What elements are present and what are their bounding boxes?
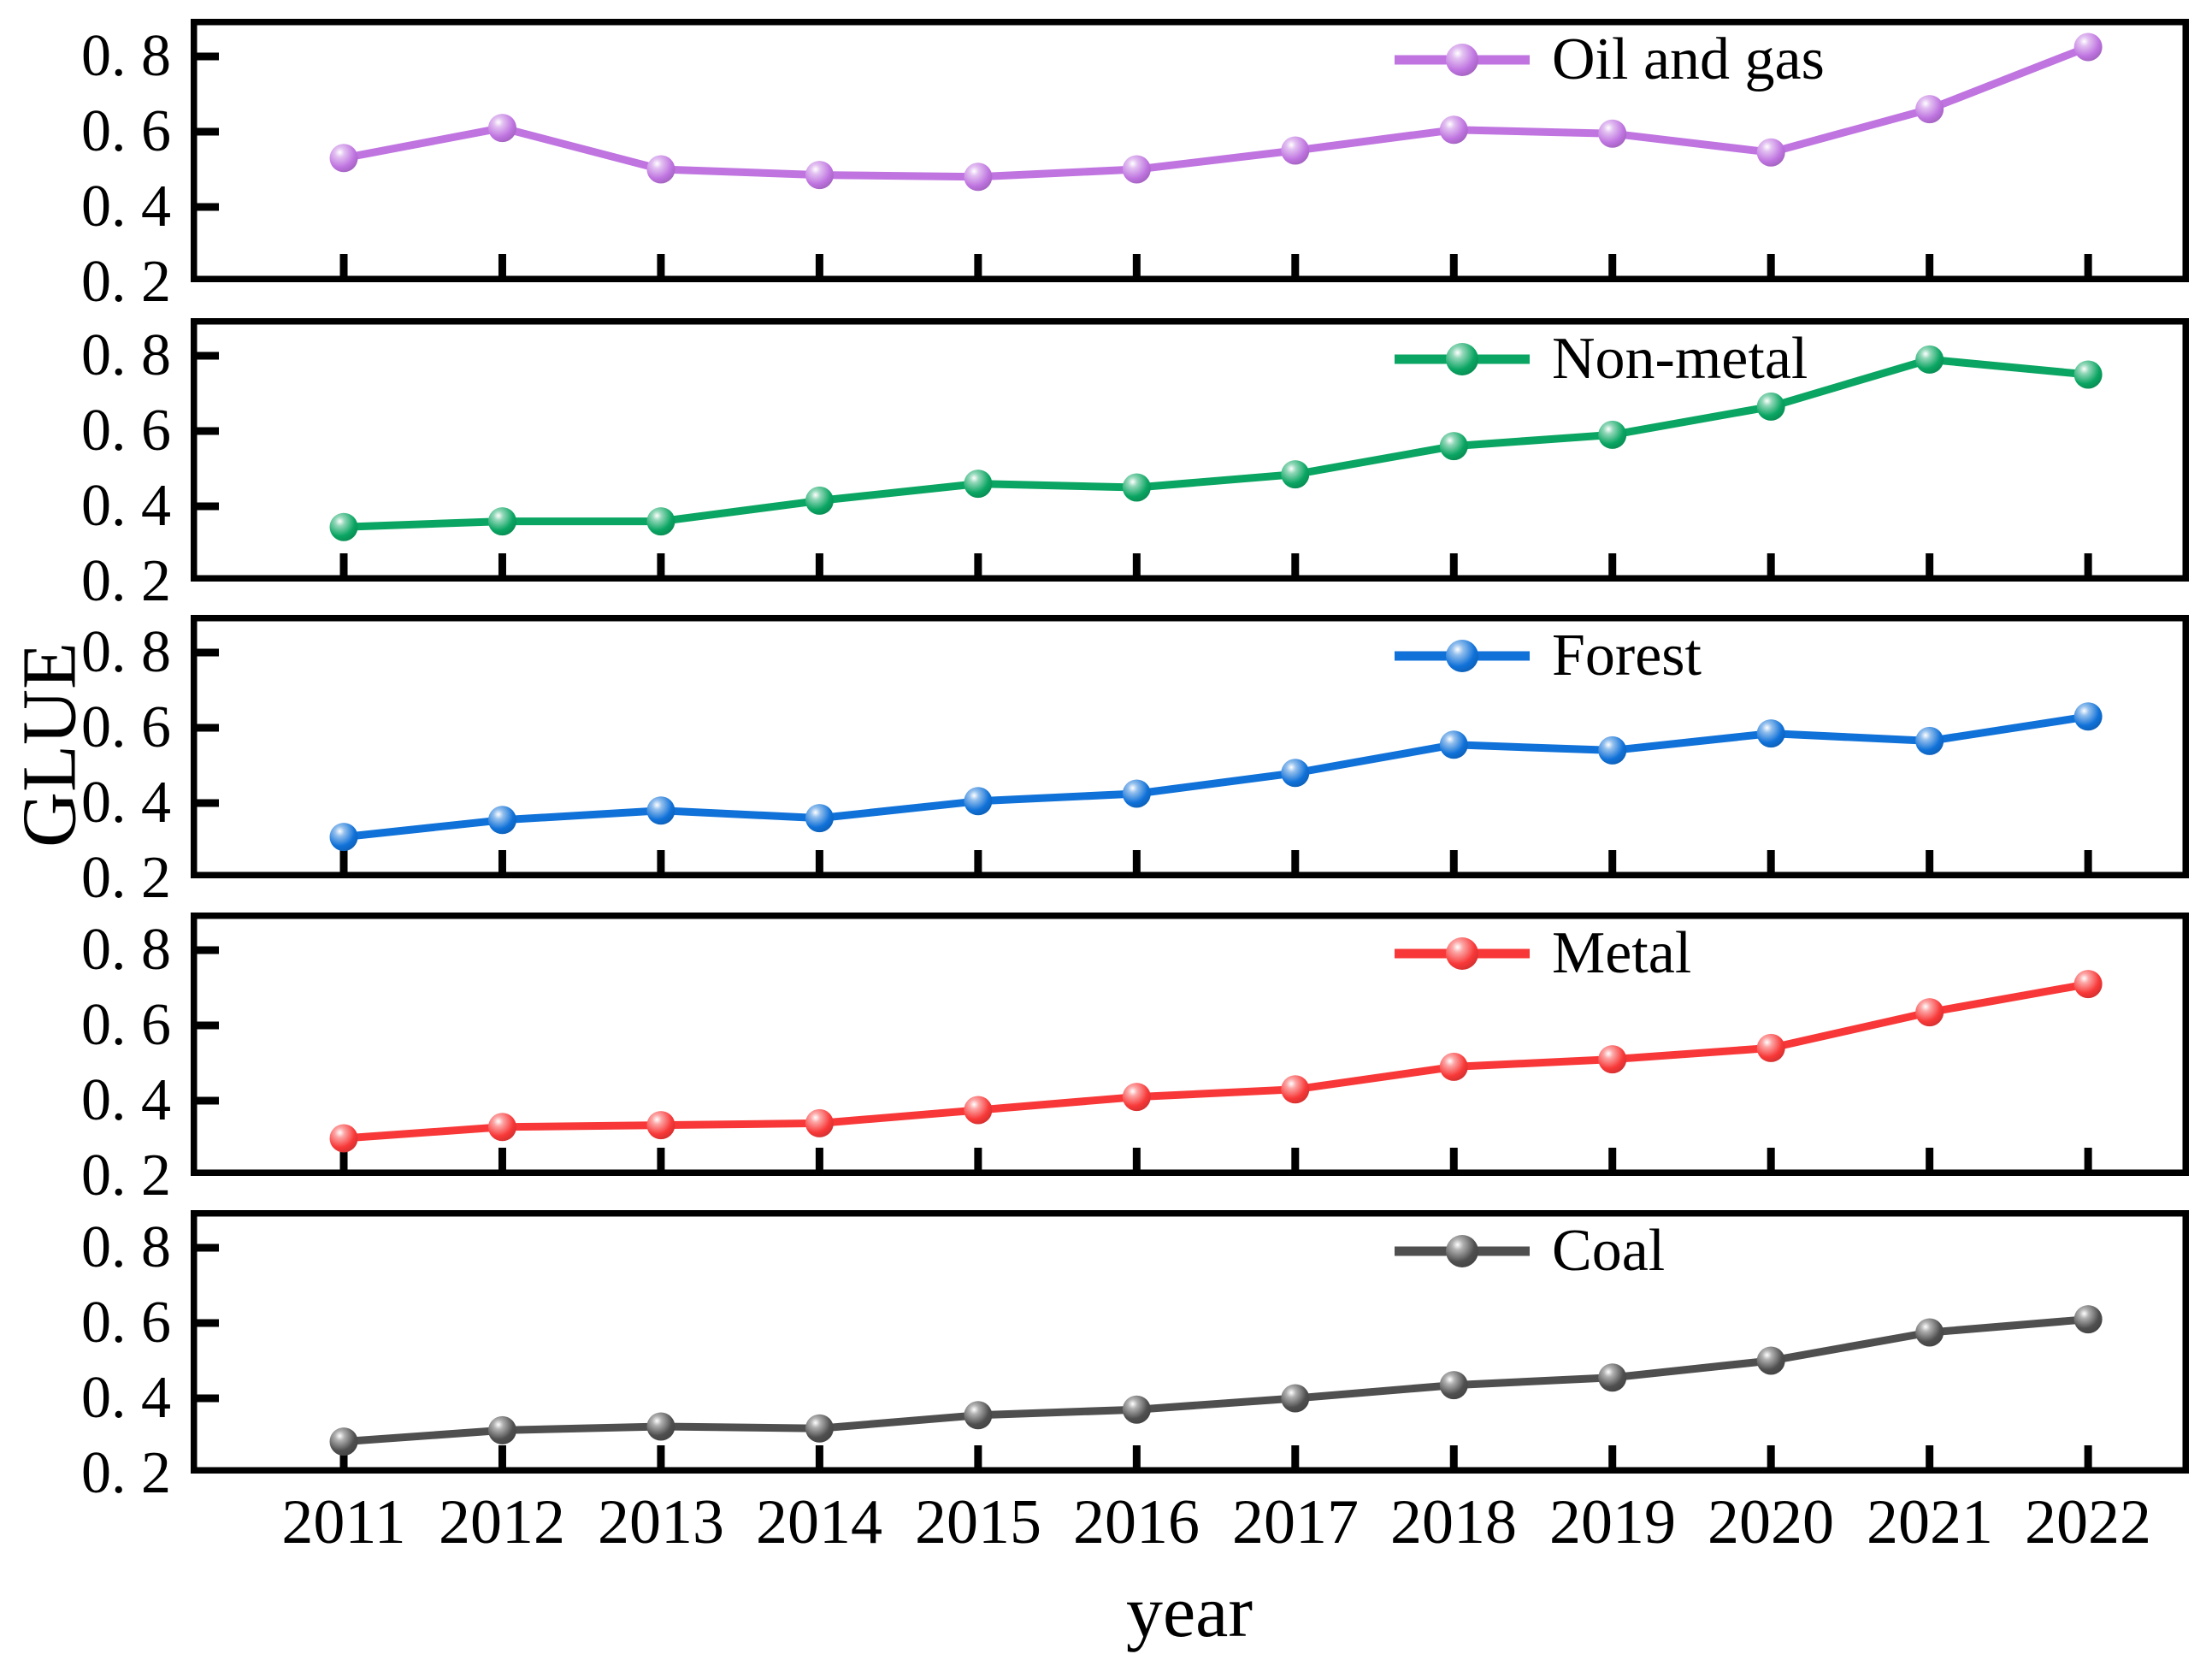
line-chart-oil-and-gas — [191, 19, 2189, 282]
y-tick-label: 0. 6 — [81, 1290, 171, 1356]
y-tick-label: 0. 8 — [81, 1214, 171, 1280]
x-tick-label: 2011 — [281, 1487, 406, 1557]
y-tick-label: 0. 6 — [81, 98, 171, 164]
legend-label: Non-metal — [1552, 326, 1808, 392]
y-tick-label: 0. 4 — [81, 174, 171, 239]
panel-coal: Coal — [191, 1210, 2189, 1474]
x-tick-label: 2019 — [1549, 1487, 1676, 1557]
x-tick-label: 2014 — [756, 1487, 882, 1557]
y-tick-label: 0. 2 — [81, 548, 171, 614]
panel-oil-and-gas: Oil and gas — [191, 19, 2189, 282]
legend-label: Coal — [1552, 1218, 1666, 1284]
legend-forest: Forest — [1395, 622, 1702, 690]
panel-non-metal: Non-metal — [191, 318, 2189, 582]
x-tick-label: 2015 — [915, 1487, 1041, 1557]
line-chart-non-metal — [191, 318, 2189, 582]
legend-label: Oil and gas — [1552, 27, 1825, 92]
y-tick-label: 0. 8 — [81, 619, 171, 685]
x-tick-label: 2017 — [1232, 1487, 1359, 1557]
x-tick-label: 2018 — [1390, 1487, 1517, 1557]
x-axis-title: year — [1126, 1570, 1253, 1652]
y-tick-label: 0. 8 — [81, 917, 171, 983]
y-tick-label: 0. 2 — [81, 1440, 171, 1506]
y-tick-label: 0. 8 — [81, 23, 171, 89]
y-tick-label: 0. 6 — [81, 398, 171, 464]
panel-forest: Forest — [191, 615, 2189, 878]
legend-label: Metal — [1552, 920, 1692, 986]
legend-line-marker-icon — [1395, 44, 1530, 76]
y-tick-label: 0. 6 — [81, 992, 171, 1058]
y-tick-label: 0. 2 — [81, 249, 171, 315]
x-tick-label: 2022 — [2025, 1487, 2151, 1557]
y-tick-label: 0. 2 — [81, 845, 171, 911]
line-chart-metal — [191, 913, 2189, 1176]
y-tick-label: 0. 6 — [81, 694, 171, 760]
legend-line-marker-icon — [1395, 937, 1530, 970]
y-tick-label: 0. 2 — [81, 1143, 171, 1208]
x-tick-label: 2020 — [1708, 1487, 1834, 1557]
x-tick-label: 2013 — [598, 1487, 724, 1557]
line-chart-forest — [191, 615, 2189, 878]
legend-line-marker-icon — [1395, 640, 1530, 672]
legend-line-marker-icon — [1395, 1235, 1530, 1267]
y-tick-label: 0. 8 — [81, 322, 171, 388]
y-tick-label: 0. 4 — [81, 1365, 171, 1431]
x-tick-label: 2016 — [1073, 1487, 1200, 1557]
legend-non-metal: Non-metal — [1395, 325, 1808, 393]
legend-oil-and-gas: Oil and gas — [1395, 26, 1825, 94]
x-tick-label: 2021 — [1867, 1487, 1993, 1557]
line-chart-coal — [191, 1210, 2189, 1474]
panel-metal: Metal — [191, 913, 2189, 1176]
legend-coal: Coal — [1395, 1217, 1665, 1285]
x-tick-label: 2012 — [439, 1487, 565, 1557]
legend-line-marker-icon — [1395, 343, 1530, 375]
y-tick-label: 0. 4 — [81, 770, 171, 836]
legend-metal: Metal — [1395, 919, 1691, 988]
legend-label: Forest — [1552, 623, 1702, 688]
y-tick-label: 0. 4 — [81, 473, 171, 539]
y-tick-label: 0. 4 — [81, 1067, 171, 1133]
